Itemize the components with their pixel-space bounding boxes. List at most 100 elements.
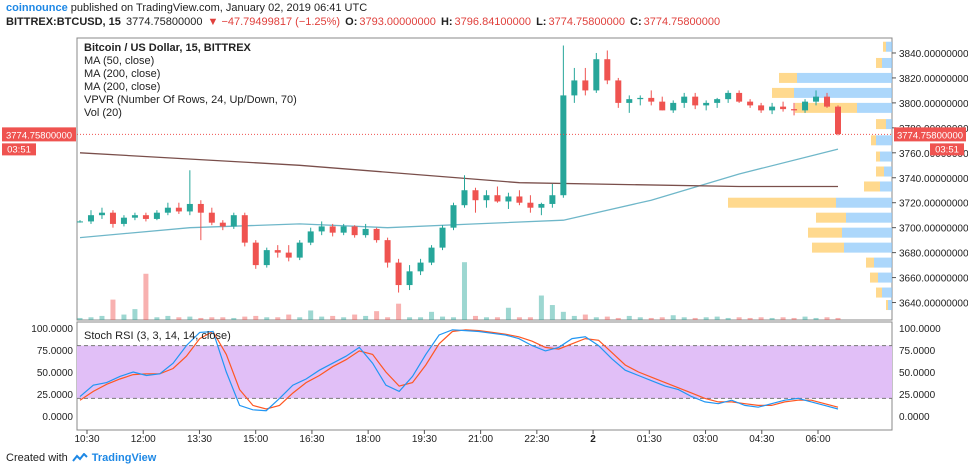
volume-bar [615, 317, 621, 320]
volume-bar [132, 309, 138, 320]
publisher-brand[interactable]: coinnounce [6, 2, 68, 14]
candle-body [98, 212, 105, 216]
volume-bar [747, 317, 753, 320]
candle-body [736, 92, 743, 102]
candle-body [395, 262, 402, 286]
vpvr-down-bar [795, 102, 857, 113]
candle-body [252, 242, 259, 266]
volume-bar [264, 317, 270, 320]
vpvr-up-bar [846, 212, 892, 223]
vpvr-up-bar [882, 287, 892, 298]
volume-bar [429, 311, 435, 320]
volume-bar [99, 315, 105, 320]
open-label: O: [345, 16, 358, 28]
rsi-y-tick-label: 25.0000 [899, 390, 936, 401]
rsi-left-tick-label: 75.0000 [37, 346, 74, 357]
vpvr-up-bar [844, 242, 892, 253]
candle-body [109, 212, 116, 224]
vpvr-down-bar [870, 272, 878, 283]
candle-body [241, 215, 248, 243]
vpvr-up-bar [876, 135, 892, 146]
legend-volume[interactable]: Vol (20) [84, 107, 122, 119]
vpvr-down-bar [876, 57, 882, 68]
legend-stoch-rsi[interactable]: Stoch RSI (3, 3, 14, 14, close) [84, 330, 231, 342]
open-value: 3793.00000000 [359, 16, 436, 28]
volume-bar [110, 299, 116, 320]
price-tag-left-bg [2, 127, 76, 142]
volume-bar [736, 317, 742, 320]
stoch-k-line [79, 329, 839, 412]
candle-body [406, 271, 413, 286]
x-tick-label: 06:00 [805, 434, 830, 445]
legend-vpvr[interactable]: VPVR (Number Of Rows, 24, Up/Down, 70) [84, 94, 297, 106]
volume-bar [154, 317, 160, 320]
volume-bar [516, 317, 522, 320]
candle-body [637, 97, 644, 100]
legend-ma50[interactable]: MA (50, close) [84, 55, 155, 67]
price-change: ▼ −47.79499817 (−1.25%) [207, 16, 341, 28]
x-tick-label: 22:30 [524, 434, 549, 445]
created-with-label: Created with [6, 452, 68, 464]
legend-ma200[interactable]: MA (200, close) [84, 68, 161, 80]
vpvr-down-bar [876, 166, 884, 177]
candle-body [604, 59, 611, 81]
vpvr-up-bar [882, 57, 892, 68]
volume-bar [440, 316, 446, 320]
volume-bar [791, 317, 797, 320]
volume-bar [341, 317, 347, 320]
vpvr-down-bar [728, 197, 836, 208]
volume-bar [374, 311, 380, 320]
volume-bar [593, 317, 599, 320]
candle-body [263, 250, 270, 266]
tradingview-brand[interactable]: TradingView [91, 452, 157, 464]
candle-body [461, 190, 468, 206]
last-price: 3774.75800000 [125, 16, 203, 28]
candle-body [362, 228, 369, 236]
volume-bar [407, 317, 413, 320]
rsi-y-tick-label: 100.0000 [899, 324, 941, 335]
ma50-line [79, 148, 839, 239]
symbol-label: BITTREX:BTCUSD, 15 [6, 16, 121, 28]
volume-bar [461, 262, 467, 320]
footer: Created with TradingView [6, 452, 156, 464]
time-tag-right-bg [930, 143, 964, 156]
candle-body [571, 80, 578, 96]
candle-body [516, 196, 523, 203]
volume-bar [275, 317, 281, 320]
candle-body [340, 226, 347, 233]
volume-bar [604, 316, 610, 320]
x-tick-label: 21:00 [468, 434, 493, 445]
volume-bar [242, 316, 248, 320]
candle-body [560, 95, 567, 196]
candle-body [285, 252, 292, 258]
x-tick-label: 12:00 [131, 434, 156, 445]
candle-body [791, 109, 798, 111]
volume-bar [659, 317, 665, 320]
ma200-line [79, 152, 838, 188]
volume-bar [582, 314, 588, 320]
volume-bar [209, 317, 215, 320]
volume-bar [769, 317, 775, 320]
volume-bar [560, 311, 566, 320]
candle-body [230, 215, 237, 227]
volume-bar [319, 316, 325, 320]
volume-bar [714, 316, 720, 320]
volume-bar [637, 317, 643, 320]
vpvr-up-bar [884, 166, 892, 177]
rsi-left-tick-label: 50.0000 [37, 368, 74, 379]
candle-body [802, 101, 809, 111]
legend-ma200-2[interactable]: MA (200, close) [84, 81, 161, 93]
volume-bar [176, 317, 182, 320]
rsi-left-tick-label: 0.0000 [42, 412, 73, 423]
candle-body [626, 99, 633, 103]
candle-body [549, 195, 556, 204]
vpvr-down-bar [876, 287, 882, 298]
candle-body [208, 212, 215, 223]
x-tick-label: 2 [590, 434, 596, 445]
volume-bar [165, 315, 171, 320]
x-tick-label: 18:00 [356, 434, 381, 445]
x-tick-label: 13:30 [187, 434, 212, 445]
price-tag-left: 3774.75800000 [6, 130, 72, 141]
vpvr-down-bar [876, 119, 886, 130]
